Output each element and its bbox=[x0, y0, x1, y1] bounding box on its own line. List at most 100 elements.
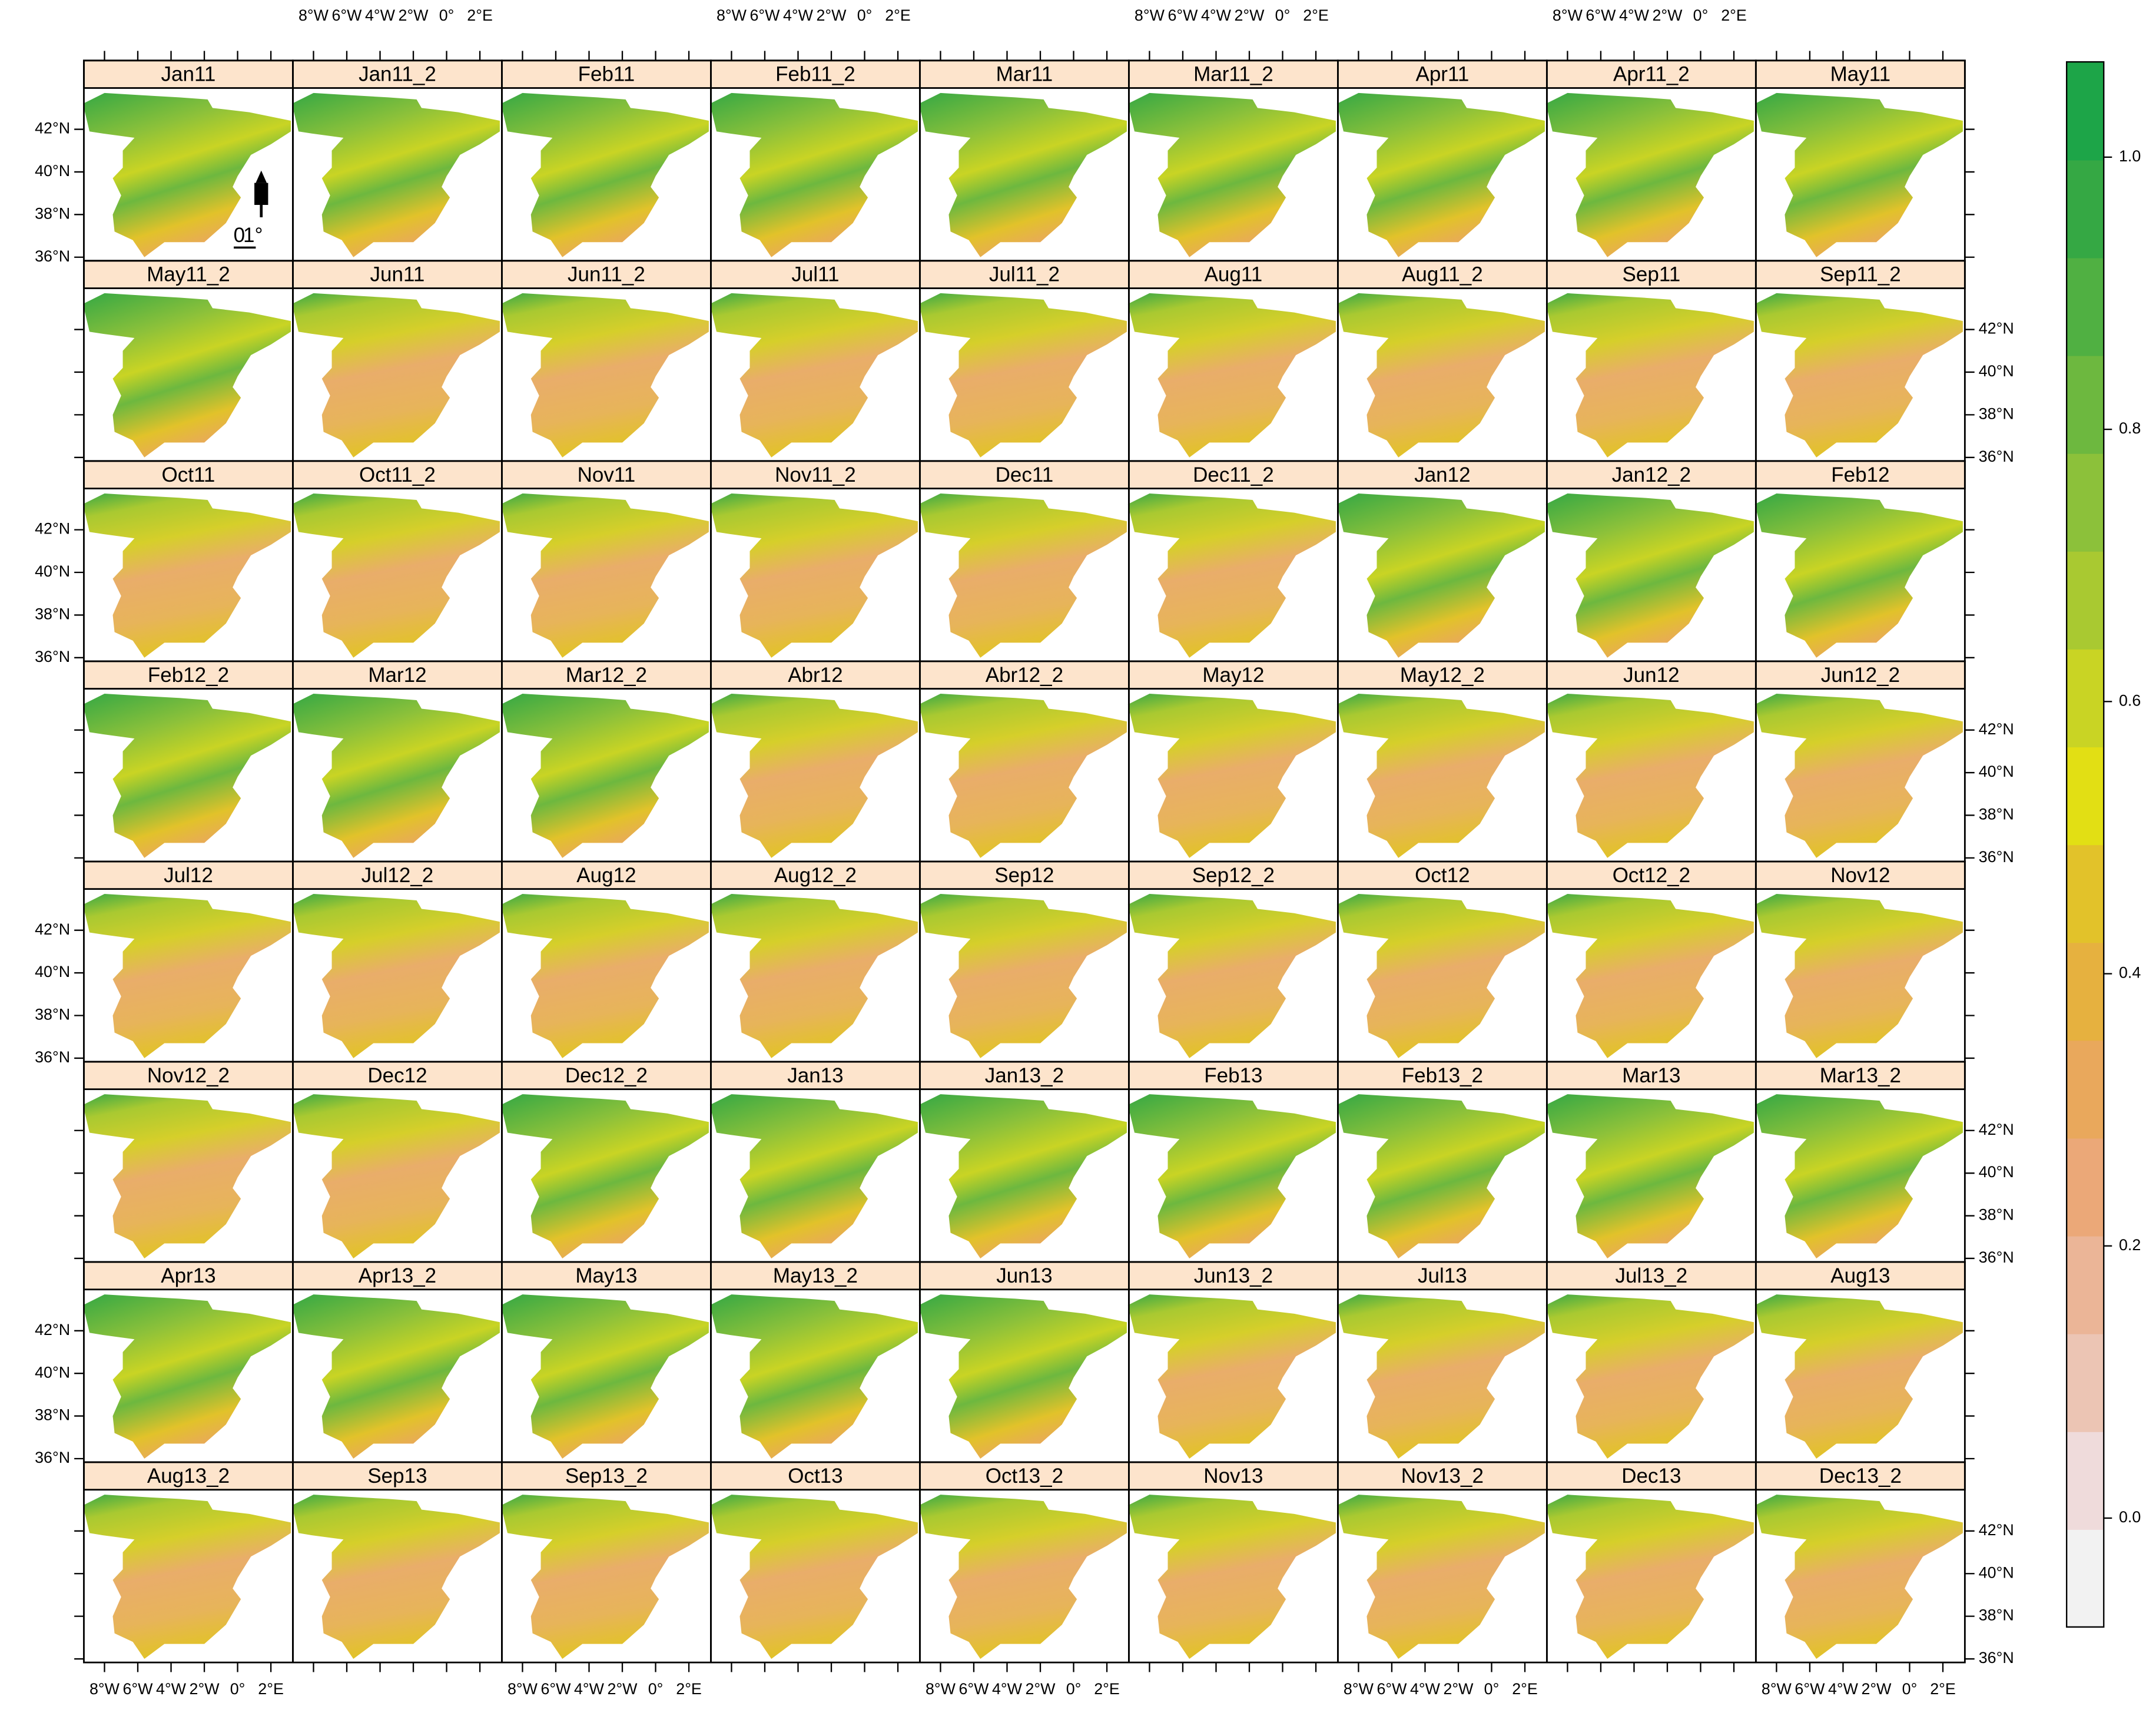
panel-title: May13 bbox=[575, 1264, 637, 1287]
panel-title: May11 bbox=[1830, 63, 1890, 86]
panel-title: Jun13_2 bbox=[1194, 1264, 1273, 1287]
panel-title: Apr11_2 bbox=[1613, 63, 1690, 86]
x-tick-label: 0° bbox=[1066, 1680, 1082, 1698]
x-tick-label: 0° bbox=[648, 1680, 664, 1698]
y-tick-label: 40°N bbox=[35, 1363, 70, 1381]
north-arrow-label: 0 bbox=[234, 224, 245, 247]
y-tick-label: 36°N bbox=[35, 1048, 70, 1066]
x-tick-label: 2°W bbox=[190, 1680, 220, 1698]
strip bbox=[919, 59, 1130, 89]
panel-title: Oct13_2 bbox=[986, 1465, 1063, 1488]
y-tick-label: 40°N bbox=[35, 162, 70, 180]
panel-title: Sep11_2 bbox=[1820, 263, 1901, 286]
map-region bbox=[709, 1094, 918, 1258]
x-tick-label: 6°W bbox=[123, 1680, 154, 1698]
colorbar-band bbox=[2067, 453, 2104, 552]
panel-title: May13_2 bbox=[773, 1264, 858, 1287]
strip bbox=[919, 860, 1130, 890]
map-region bbox=[1754, 293, 1963, 458]
panel-title: Dec12 bbox=[367, 1064, 427, 1087]
map-region bbox=[1545, 1294, 1754, 1459]
map-region bbox=[1336, 293, 1545, 458]
y-tick-label: 38°N bbox=[35, 204, 70, 222]
x-tick-label: 6°W bbox=[540, 1680, 571, 1698]
y-tick-label: 36°N bbox=[35, 1449, 70, 1466]
panel-title: Oct11 bbox=[162, 463, 215, 486]
x-tick-label: 4°W bbox=[1619, 6, 1650, 24]
panel-title: Nov11 bbox=[578, 463, 636, 486]
x-tick-label: 2°E bbox=[885, 6, 911, 24]
x-tick-label: 8°W bbox=[1344, 1680, 1374, 1698]
x-tick-label: 2°E bbox=[1303, 6, 1329, 24]
map-region bbox=[1127, 293, 1336, 458]
panel-title: Feb12_2 bbox=[148, 664, 229, 687]
panel-title: Jan13_2 bbox=[985, 1064, 1064, 1087]
colorbar-band bbox=[2067, 942, 2104, 1041]
panel-title: Feb11_2 bbox=[775, 63, 855, 86]
x-tick-label: 0° bbox=[1275, 6, 1291, 24]
strip bbox=[292, 1261, 503, 1291]
map-region bbox=[709, 1495, 918, 1659]
x-tick-label: 6°W bbox=[1586, 6, 1616, 24]
panel-title: Apr13_2 bbox=[359, 1264, 436, 1287]
map-region bbox=[1127, 694, 1336, 858]
map-region bbox=[1754, 694, 1963, 858]
panel-title: Oct13 bbox=[788, 1465, 843, 1488]
y-tick-label: 40°N bbox=[1979, 1563, 2014, 1581]
colorbar-tick-label: 0.0 bbox=[2119, 1508, 2141, 1526]
map-region bbox=[918, 1495, 1127, 1659]
map-region bbox=[500, 1495, 709, 1659]
x-tick-label: 6°W bbox=[749, 6, 780, 24]
map-region bbox=[1545, 293, 1754, 458]
colorbar-tick-label: 1.0 bbox=[2119, 147, 2141, 165]
map-region bbox=[1336, 1495, 1545, 1659]
y-tick-label: 38°N bbox=[1979, 1606, 2014, 1624]
colorbar-tick-label: 0.4 bbox=[2119, 964, 2141, 982]
map-region bbox=[918, 894, 1127, 1058]
map-region bbox=[918, 92, 1127, 257]
map-region bbox=[1127, 493, 1336, 658]
panel-title: Sep12 bbox=[994, 864, 1054, 887]
y-tick-label: 36°N bbox=[1979, 448, 2014, 465]
map-region bbox=[500, 1094, 709, 1258]
map-region bbox=[1336, 493, 1545, 658]
panel-title: Sep12_2 bbox=[1192, 864, 1275, 887]
strip bbox=[83, 860, 294, 890]
colorbar-band bbox=[2067, 1529, 2104, 1628]
colorbar-tick-label: 0.8 bbox=[2119, 419, 2141, 437]
x-tick-label: 6°W bbox=[331, 6, 362, 24]
map-region bbox=[1754, 493, 1963, 658]
map-region bbox=[1754, 1495, 1963, 1659]
scale-label: 1° bbox=[243, 224, 263, 247]
x-tick-label: 4°W bbox=[783, 6, 814, 24]
panel-title: Nov13_2 bbox=[1401, 1465, 1484, 1488]
panel-title: Mar12_2 bbox=[566, 664, 647, 687]
map-region bbox=[1545, 894, 1754, 1058]
strip bbox=[1337, 1061, 1548, 1091]
panel-title: Mar13_2 bbox=[1820, 1064, 1901, 1087]
x-tick-label: 0° bbox=[1693, 6, 1709, 24]
colorbar-frame bbox=[2066, 61, 2105, 1628]
y-tick-label: 40°N bbox=[35, 562, 70, 580]
y-tick-label: 42°N bbox=[1979, 1521, 2014, 1539]
panel-title: Sep11 bbox=[1623, 263, 1681, 286]
x-tick-label: 0° bbox=[1484, 1680, 1500, 1698]
map-region bbox=[500, 293, 709, 458]
map-region bbox=[1127, 1294, 1336, 1459]
x-tick-label: 2°W bbox=[1861, 1680, 1892, 1698]
y-tick-label: 42°N bbox=[35, 120, 70, 137]
x-tick-label: 2°E bbox=[467, 6, 493, 24]
colorbar-band bbox=[2067, 844, 2104, 943]
x-tick-label: 2°W bbox=[817, 6, 847, 24]
panel-title: Mar13 bbox=[1622, 1064, 1680, 1087]
strip bbox=[1337, 1461, 1548, 1491]
panel-title: Feb13_2 bbox=[1402, 1064, 1483, 1087]
map-region bbox=[291, 1094, 500, 1258]
map-region bbox=[1127, 1094, 1336, 1258]
map-region bbox=[82, 1294, 291, 1459]
x-tick-label: 2°W bbox=[1026, 1680, 1056, 1698]
map-region bbox=[1754, 894, 1963, 1058]
x-tick-label: 2°E bbox=[1512, 1680, 1538, 1698]
panel-title: Apr11 bbox=[1415, 63, 1469, 86]
map-region bbox=[918, 1294, 1127, 1459]
